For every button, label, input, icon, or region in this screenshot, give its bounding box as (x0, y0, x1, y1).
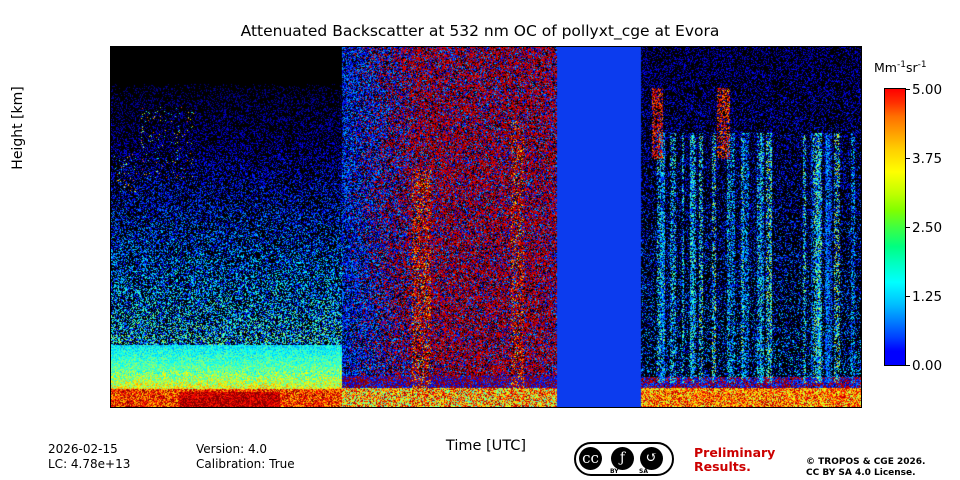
y-tick-mark (110, 312, 111, 313)
colorbar-tick-mark (905, 89, 910, 90)
preliminary-line-1: Preliminary (694, 445, 776, 460)
copyright-line-1: © TROPOS & CGE 2026. (806, 457, 926, 467)
footer-calibration: Calibration: True (196, 457, 295, 471)
preliminary-line-2: Results. (694, 459, 751, 474)
copyright-note: © TROPOS & CGE 2026. CC BY SA 4.0 Licens… (806, 457, 925, 479)
colorbar-tick-label: 5.00 (912, 82, 943, 98)
x-tick-mark (359, 407, 360, 408)
y-tick-mark (110, 359, 111, 360)
colorbar: 0.00 1.25 2.50 3.75 5.00 (884, 82, 942, 374)
colorbar-tick-mark (905, 158, 910, 159)
colorbar-tick-label: 3.75 (912, 151, 943, 167)
cc-sa-icon: ↺ (640, 446, 663, 470)
cc-logo-icon: cc (579, 446, 602, 470)
copyright-line-2: CC BY SA 4.0 License. (806, 468, 916, 478)
footer-lidar-constant: LC: 4.78e+13 (48, 457, 131, 471)
colorbar-tick-label: 2.50 (912, 220, 943, 236)
creative-commons-badge: cc ƒ ↺ BY SA (574, 442, 674, 476)
heatmap-canvas (111, 47, 861, 407)
footer-date: 2026-02-15 (48, 442, 118, 456)
colorbar-tick-label: 1.25 (912, 289, 943, 305)
x-tick-mark (227, 407, 228, 408)
x-tick-mark (623, 407, 624, 408)
y-tick-mark (110, 73, 111, 74)
footer-version: Version: 4.0 (196, 442, 268, 456)
y-tick-mark (110, 216, 111, 217)
x-tick-mark (491, 407, 492, 408)
colorbar-tick-mark (905, 365, 910, 366)
y-tick-mark (110, 169, 111, 170)
cc-by-icon: ƒ (611, 446, 634, 470)
preliminary-results-note: Preliminary Results. (694, 446, 775, 474)
x-tick-mark (755, 407, 756, 408)
y-tick-mark (110, 121, 111, 122)
x-axis-label: Time [UTC] (445, 438, 527, 454)
colorbar-tick-label: 0.00 (912, 358, 943, 374)
colorbar-unit-label: Mm-1sr-1 (874, 60, 927, 76)
colorbar-tick-mark (905, 227, 910, 228)
cc-by-label: BY (610, 468, 619, 475)
cc-sa-label: SA (639, 468, 648, 475)
y-tick-mark (110, 264, 111, 265)
chart-title: Attenuated Backscatter at 532 nm OC of p… (240, 22, 720, 40)
y-axis-label: Height [km] (10, 86, 26, 170)
colorbar-tick-mark (905, 296, 910, 297)
